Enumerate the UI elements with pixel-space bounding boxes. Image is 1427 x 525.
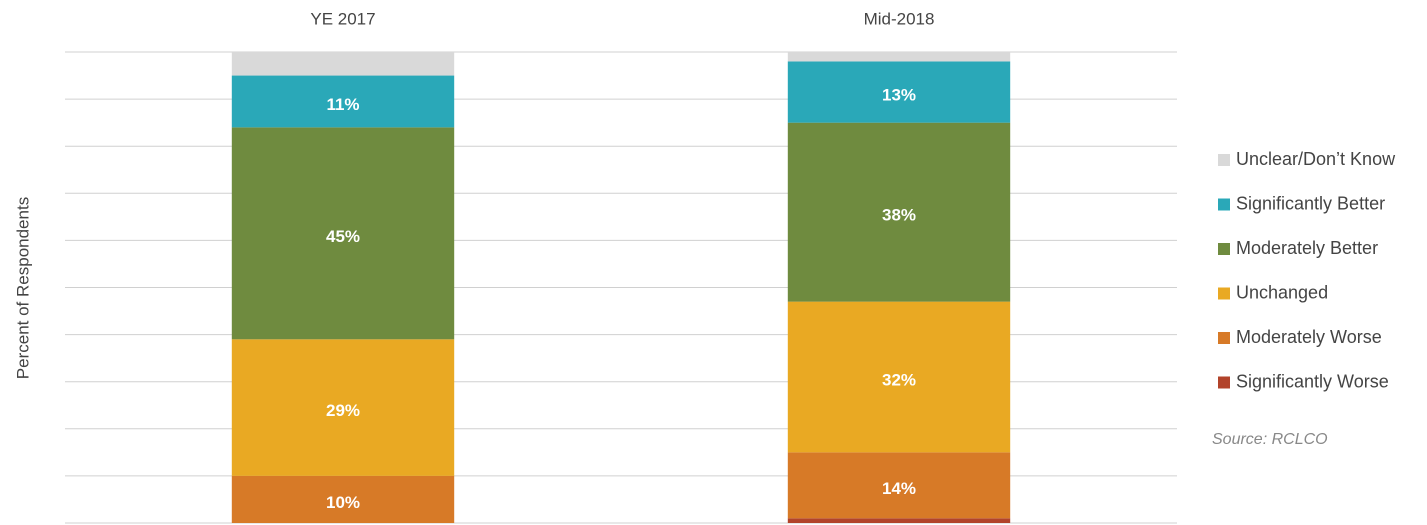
data-label: 29% [326, 401, 360, 420]
bar-segment [787, 518, 1011, 523]
legend-swatch [1218, 243, 1230, 255]
y-axis-label: Percent of Respondents [13, 197, 32, 379]
bar-segment [787, 61, 1011, 123]
legend-swatch [1218, 198, 1230, 211]
legend-label: Moderately Better [1236, 238, 1378, 258]
legend-label: Unclear/Don’t Know [1236, 149, 1396, 169]
legend-swatch [1218, 287, 1230, 300]
data-label: 13% [882, 86, 916, 105]
legend-label: Significantly Better [1236, 193, 1385, 213]
legend-label: Moderately Worse [1236, 327, 1382, 347]
data-label: 38% [882, 206, 916, 225]
bar-segment [787, 52, 1011, 62]
bar-segment [787, 452, 1011, 519]
x-tick-label: YE 2017 [310, 9, 375, 28]
legend-label: Significantly Worse [1236, 371, 1389, 391]
source: Source: RCLCO [1212, 431, 1328, 448]
data-label: 32% [882, 370, 916, 389]
bar-segment [231, 127, 455, 340]
legend-label: Unchanged [1236, 282, 1328, 302]
data-label: 14% [882, 479, 916, 498]
data-label: 10% [326, 493, 360, 512]
legend-swatch [1218, 154, 1230, 166]
bar-segment [231, 339, 455, 476]
bar-segment [231, 52, 455, 76]
data-label: 45% [326, 227, 360, 246]
x-tick-label: Mid-2018 [864, 9, 935, 28]
legend-swatch [1218, 376, 1230, 389]
bar-segment [231, 75, 455, 128]
legend-swatch [1218, 332, 1230, 344]
bar-segment [787, 301, 1011, 453]
data-label: 11% [326, 95, 359, 114]
bar-segment [787, 122, 1011, 302]
bar-segment [231, 475, 455, 523]
